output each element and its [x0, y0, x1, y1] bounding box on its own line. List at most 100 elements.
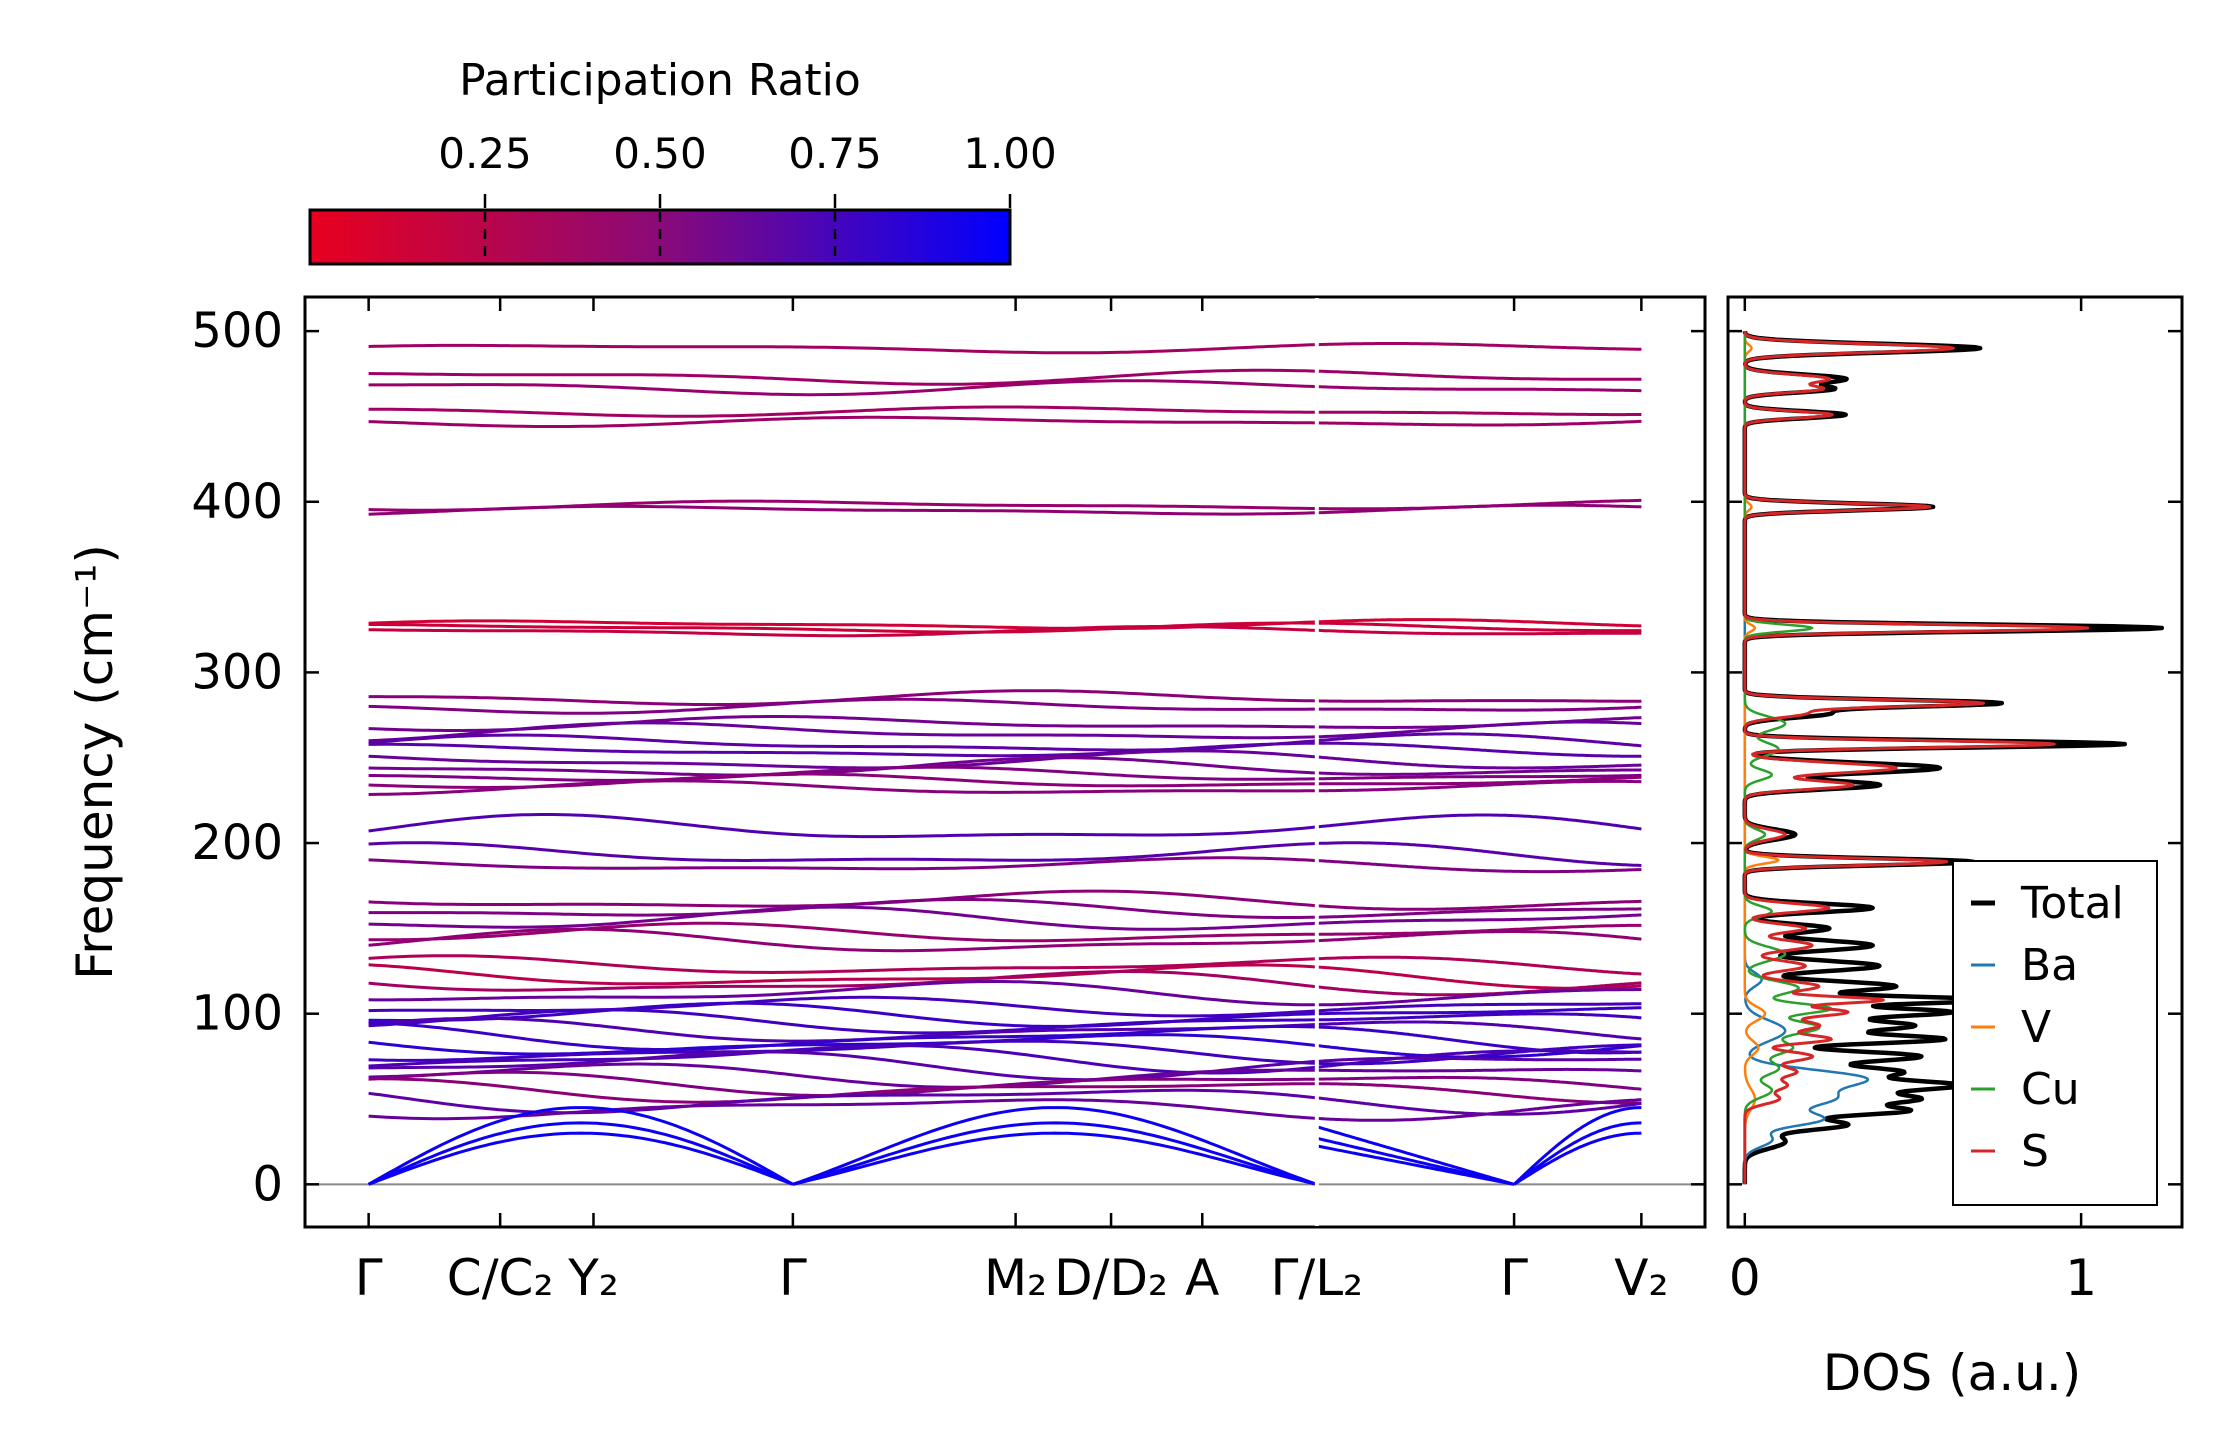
optical-band: [1316, 410, 1642, 417]
optical-band: [1316, 699, 1642, 703]
optical-band: [368, 1088, 1317, 1115]
optical-band: [368, 995, 1317, 1018]
optical-band: [1316, 705, 1642, 712]
optical-band: [1316, 342, 1642, 351]
optical-band: [1316, 1006, 1642, 1016]
optical-band: [1316, 768, 1642, 776]
kpoint-label: Γ: [355, 1249, 383, 1307]
band-axes: 0 100 200 300 400 500 Γ C/C₂ Y₂ Γ M₂ D/D₂ A Γ/L₂ Γ V₂: [191, 295, 1707, 1307]
optical-band: [368, 689, 1317, 707]
optical-band: [1316, 779, 1642, 793]
optical-band: [1316, 1075, 1642, 1091]
optical-band: [368, 415, 1317, 428]
optical-band: [368, 856, 1317, 871]
kpoint-label: C/C₂: [447, 1249, 554, 1307]
acoustic-band: [792, 1121, 1318, 1186]
optical-band: [1316, 907, 1642, 919]
optical-band: [1316, 1020, 1642, 1041]
optical-band: [1316, 1056, 1642, 1063]
optical-band: [368, 841, 1317, 862]
colorbar-title: Participation Ratio: [459, 55, 861, 106]
optical-band: [1316, 618, 1642, 628]
colorbar-tick-label: 0.50: [613, 129, 707, 178]
acoustic-band: [1513, 1131, 1642, 1186]
optical-band: [1316, 930, 1642, 943]
optical-band: [368, 1008, 1317, 1035]
optical-band: [368, 721, 1317, 743]
optical-band: [1316, 841, 1642, 867]
optical-band: [368, 368, 1317, 386]
optical-band: [368, 1021, 1317, 1052]
legend-label-cu: Cu: [2021, 1064, 2080, 1115]
optical-band: [1316, 1082, 1642, 1105]
legend-label-ba: Ba: [2021, 940, 2078, 991]
optical-band: [1316, 503, 1642, 515]
kpoint-label: Y₂: [567, 1249, 619, 1307]
acoustic-band: [1513, 1106, 1642, 1186]
optical-band: [1316, 385, 1642, 393]
optical-band: [368, 963, 1317, 986]
colorbar-tick-label: 0.25: [438, 129, 532, 178]
legend-label-total: Total: [2020, 878, 2124, 929]
band-ytick-label: 200: [191, 815, 283, 871]
optical-band: [368, 379, 1317, 397]
band-ylabel: Frequency (cm⁻¹): [66, 544, 124, 980]
optical-band: [1316, 1012, 1642, 1022]
optical-band: [368, 756, 1317, 777]
colorbar-tick-label: 0.75: [788, 129, 882, 178]
optical-band: [368, 625, 1317, 638]
optical-band: [368, 1039, 1317, 1065]
optical-band: [1316, 773, 1642, 781]
optical-band: [368, 905, 1317, 931]
optical-band: [1316, 621, 1642, 633]
optical-band: [368, 980, 1317, 1007]
optical-band: [368, 970, 1317, 992]
colorbar-tick-label: 1.00: [963, 129, 1057, 178]
optical-band: [1316, 955, 1642, 976]
dos-xtick-label: 1: [2065, 1249, 2097, 1307]
optical-band: [368, 813, 1317, 839]
optical-band: [1316, 1049, 1642, 1069]
optical-band: [1316, 913, 1642, 925]
optical-band: [368, 1050, 1317, 1082]
optical-band: [368, 898, 1317, 919]
optical-band: [1316, 813, 1642, 831]
optical-band: [1316, 775, 1642, 786]
optical-band: [368, 504, 1317, 516]
optical-band: [1316, 732, 1642, 748]
dos-lines: [1742, 329, 2165, 1186]
band-lines: [305, 342, 1705, 1186]
acoustic-band: [792, 1106, 1318, 1186]
optical-band: [1316, 1002, 1642, 1013]
band-frame: [303, 295, 1707, 1229]
band-ytick-label: 300: [191, 644, 283, 700]
optical-band: [368, 765, 1317, 782]
acoustic-band: [367, 1106, 794, 1186]
optical-band: [1316, 1098, 1642, 1122]
optical-band: [368, 772, 1317, 789]
optical-band: [368, 405, 1317, 418]
band-ytick-label: 100: [191, 986, 283, 1042]
optical-band: [1316, 369, 1642, 381]
band-ytick-label: 500: [191, 303, 283, 359]
acoustic-band: [1316, 1125, 1515, 1186]
optical-band: [368, 1098, 1317, 1121]
acoustic-band: [792, 1131, 1318, 1186]
legend-box: [1952, 860, 2158, 1206]
optical-band: [1316, 899, 1642, 911]
optical-band: [368, 1044, 1317, 1075]
optical-band: [368, 1062, 1317, 1089]
band-structure-panel: 0 100 200 300 400 500 Γ C/C₂ Y₂ Γ M₂ D/D₂ A Γ/L₂ Γ V₂ F…: [66, 295, 1707, 1307]
optical-band: [1316, 1096, 1642, 1116]
acoustic-band: [1513, 1121, 1642, 1186]
optical-band: [368, 779, 1317, 796]
acoustic-band: [368, 1131, 794, 1186]
optical-band: [1316, 859, 1642, 874]
dos-xtick-label: 0: [1729, 1249, 1761, 1307]
dos-xlabel: DOS (a.u.): [1823, 1344, 2082, 1402]
band-ytick-label: 0: [252, 1156, 283, 1212]
acoustic-band: [367, 1121, 794, 1186]
